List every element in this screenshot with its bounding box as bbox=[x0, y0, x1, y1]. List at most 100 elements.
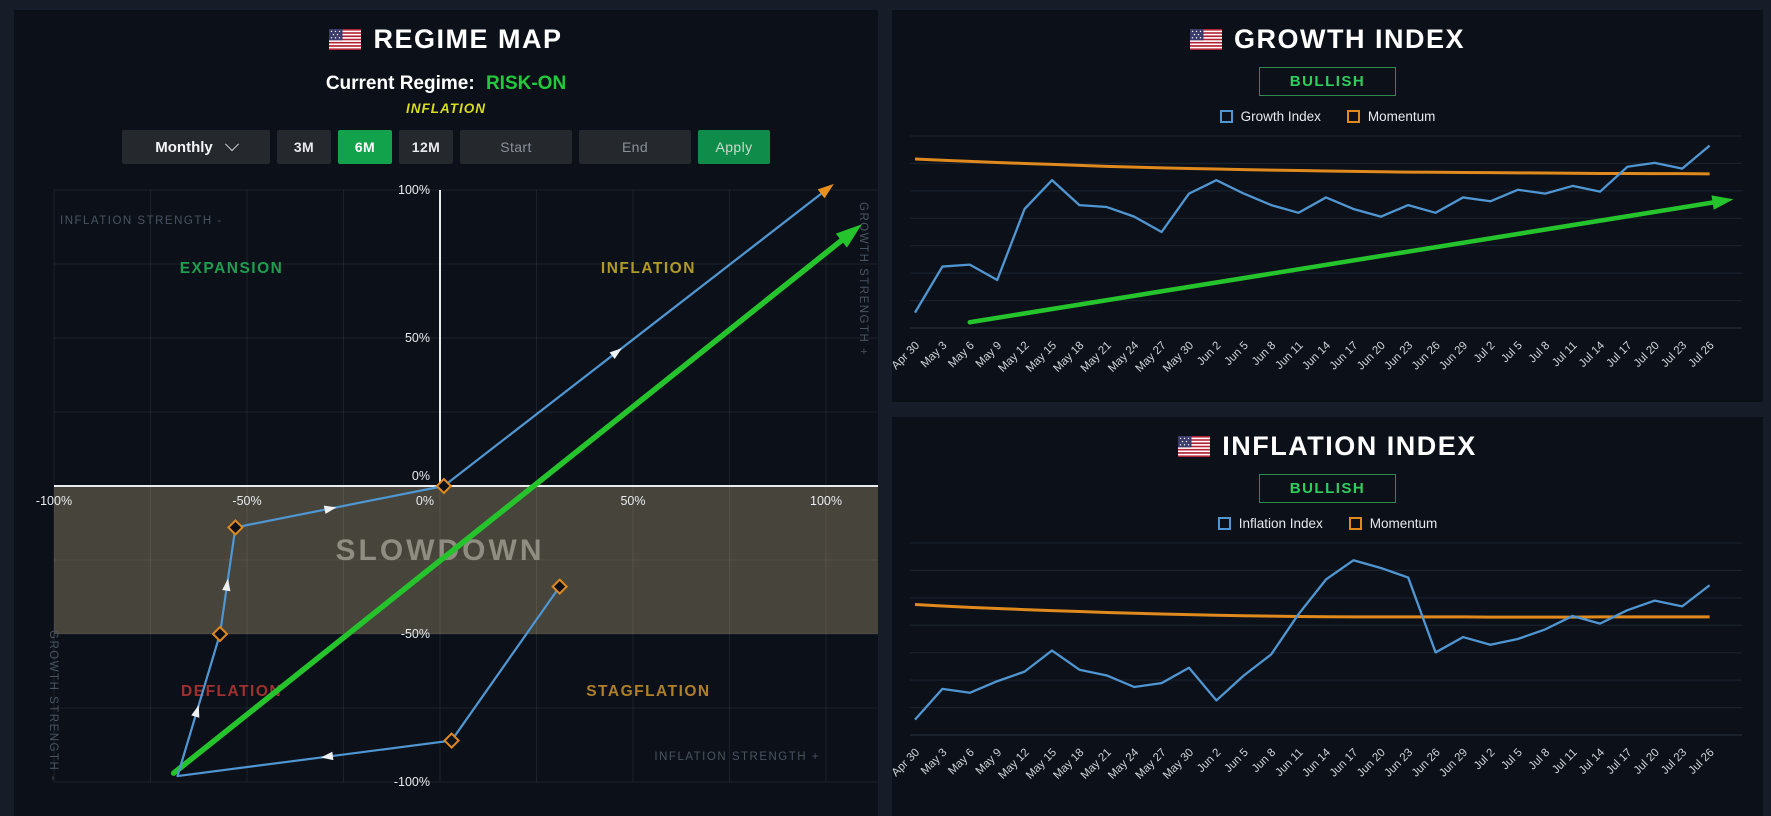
svg-text:STAGFLATION: STAGFLATION bbox=[586, 683, 710, 700]
current-sub-regime: INFLATION bbox=[406, 101, 486, 116]
end-date-button[interactable]: End bbox=[579, 130, 691, 164]
svg-text:-100%: -100% bbox=[36, 494, 72, 508]
growth-status-badge: BULLISH bbox=[1258, 67, 1397, 96]
legend-inflation-index[interactable]: Inflation Index bbox=[1217, 516, 1323, 531]
svg-text:50%: 50% bbox=[620, 494, 645, 508]
svg-text:Jul 26: Jul 26 bbox=[1687, 340, 1717, 370]
svg-text:EXPANSION: EXPANSION bbox=[180, 260, 284, 277]
svg-text:DEFLATION: DEFLATION bbox=[181, 683, 282, 700]
svg-text:Jul 5: Jul 5 bbox=[1499, 747, 1525, 773]
chevron-down-icon bbox=[224, 137, 239, 152]
svg-text:0%: 0% bbox=[416, 494, 434, 508]
svg-text:Jul 17: Jul 17 bbox=[1604, 340, 1634, 370]
svg-text:INFLATION STRENGTH +: INFLATION STRENGTH + bbox=[654, 751, 820, 763]
svg-text:Apr 30: Apr 30 bbox=[892, 340, 922, 372]
svg-text:Jul 23: Jul 23 bbox=[1659, 747, 1689, 777]
svg-text:-50%: -50% bbox=[401, 627, 430, 641]
regime-map-header: REGIME MAP bbox=[14, 24, 878, 55]
interval-dropdown[interactable]: Monthly bbox=[122, 130, 270, 164]
svg-text:Jul 8: Jul 8 bbox=[1527, 747, 1553, 773]
svg-text:Jul 20: Jul 20 bbox=[1632, 747, 1662, 777]
growth-index-swatch-icon bbox=[1219, 110, 1233, 123]
svg-text:Jun 14: Jun 14 bbox=[1300, 339, 1333, 372]
svg-text:Jun 2: Jun 2 bbox=[1195, 340, 1223, 368]
svg-text:Jun 23: Jun 23 bbox=[1382, 747, 1415, 780]
svg-text:Jul 2: Jul 2 bbox=[1472, 747, 1498, 773]
svg-text:May 30: May 30 bbox=[1161, 340, 1196, 375]
inflation-index-header: INFLATION INDEX bbox=[892, 431, 1763, 462]
svg-text:Jul 14: Jul 14 bbox=[1577, 746, 1608, 777]
legend-growth-momentum[interactable]: Momentum bbox=[1346, 109, 1436, 124]
svg-text:100%: 100% bbox=[810, 494, 842, 508]
svg-text:Jul 23: Jul 23 bbox=[1659, 340, 1689, 370]
range-button-6m[interactable]: 6M bbox=[338, 130, 392, 164]
svg-text:Jul 11: Jul 11 bbox=[1550, 747, 1580, 777]
svg-text:Jun 26: Jun 26 bbox=[1410, 747, 1443, 780]
interval-dropdown-value: Monthly bbox=[155, 138, 213, 156]
svg-text:Jun 29: Jun 29 bbox=[1437, 747, 1470, 780]
svg-text:Jun 11: Jun 11 bbox=[1273, 747, 1305, 779]
us-flag-icon bbox=[1178, 436, 1211, 457]
svg-text:INFLATION: INFLATION bbox=[601, 260, 696, 277]
svg-text:-100%: -100% bbox=[394, 775, 430, 789]
svg-text:May 30: May 30 bbox=[1161, 747, 1196, 782]
svg-text:Jul 8: Jul 8 bbox=[1527, 340, 1553, 366]
legend-inflation-momentum[interactable]: Momentum bbox=[1348, 516, 1438, 531]
svg-text:Jul 20: Jul 20 bbox=[1632, 340, 1662, 370]
momentum-swatch-icon bbox=[1346, 110, 1360, 123]
start-date-button[interactable]: Start bbox=[460, 130, 572, 164]
inflation-index-title: INFLATION INDEX bbox=[1222, 431, 1477, 461]
svg-text:Jul 14: Jul 14 bbox=[1577, 339, 1608, 370]
inflation-legend: Inflation Index Momentum bbox=[892, 516, 1763, 531]
svg-text:INFLATION STRENGTH -: INFLATION STRENGTH - bbox=[60, 215, 223, 227]
growth-legend: Growth Index Momentum bbox=[892, 109, 1763, 124]
svg-text:May 3: May 3 bbox=[919, 340, 950, 371]
svg-text:100%: 100% bbox=[398, 183, 430, 197]
svg-text:50%: 50% bbox=[405, 331, 430, 345]
page-title: REGIME MAP bbox=[373, 24, 563, 54]
apply-button[interactable]: Apply bbox=[698, 130, 770, 164]
inflation-index-panel: INFLATION INDEX BULLISH Inflation Index … bbox=[892, 417, 1763, 816]
us-flag-icon bbox=[1190, 29, 1222, 50]
range-button-3m[interactable]: 3M bbox=[277, 130, 331, 164]
svg-text:Jul 2: Jul 2 bbox=[1472, 340, 1498, 366]
svg-text:GROWTH STRENGTH +: GROWTH STRENGTH + bbox=[857, 202, 869, 356]
inflation-index-swatch-icon bbox=[1217, 517, 1231, 530]
svg-text:Jun 29: Jun 29 bbox=[1437, 340, 1470, 373]
momentum-swatch-icon bbox=[1348, 517, 1362, 530]
current-regime-value: RISK-ON bbox=[485, 73, 567, 94]
svg-text:Jun 26: Jun 26 bbox=[1410, 340, 1443, 373]
us-flag-icon bbox=[329, 29, 362, 50]
regime-controls: Monthly 3M 6M 12M Start End Apply bbox=[14, 130, 878, 164]
legend-growth-index[interactable]: Growth Index bbox=[1219, 109, 1321, 124]
svg-text:Jul 17: Jul 17 bbox=[1604, 747, 1634, 777]
legend-label: Inflation Index bbox=[1238, 516, 1323, 531]
svg-text:Jun 20: Jun 20 bbox=[1355, 747, 1388, 780]
svg-text:Jun 14: Jun 14 bbox=[1300, 746, 1333, 779]
svg-text:May 6: May 6 bbox=[946, 340, 977, 371]
growth-index-title: GROWTH INDEX bbox=[1234, 24, 1465, 54]
svg-text:Jun 5: Jun 5 bbox=[1223, 340, 1251, 368]
svg-text:Jun 5: Jun 5 bbox=[1223, 747, 1251, 775]
svg-text:Apr 30: Apr 30 bbox=[892, 747, 922, 779]
inflation-status-badge: BULLISH bbox=[1258, 474, 1397, 503]
growth-index-panel: GROWTH INDEX BULLISH Growth Index Moment… bbox=[892, 10, 1763, 402]
svg-text:Jul 5: Jul 5 bbox=[1499, 340, 1525, 366]
legend-label: Growth Index bbox=[1240, 109, 1321, 124]
svg-text:Jun 20: Jun 20 bbox=[1355, 340, 1388, 373]
svg-text:May 6: May 6 bbox=[946, 747, 977, 778]
legend-label: Momentum bbox=[1369, 516, 1438, 531]
svg-text:Jun 2: Jun 2 bbox=[1195, 747, 1223, 775]
svg-text:May 3: May 3 bbox=[919, 747, 950, 778]
legend-label: Momentum bbox=[1367, 109, 1436, 124]
svg-text:Jun 23: Jun 23 bbox=[1382, 340, 1415, 373]
svg-text:Jun 17: Jun 17 bbox=[1328, 340, 1361, 373]
growth-index-header: GROWTH INDEX bbox=[892, 24, 1763, 55]
range-button-12m[interactable]: 12M bbox=[399, 130, 453, 164]
svg-text:Jul 11: Jul 11 bbox=[1550, 340, 1580, 370]
regime-map-panel: REGIME MAP Current Regime: RISK-ON INFLA… bbox=[14, 10, 878, 816]
